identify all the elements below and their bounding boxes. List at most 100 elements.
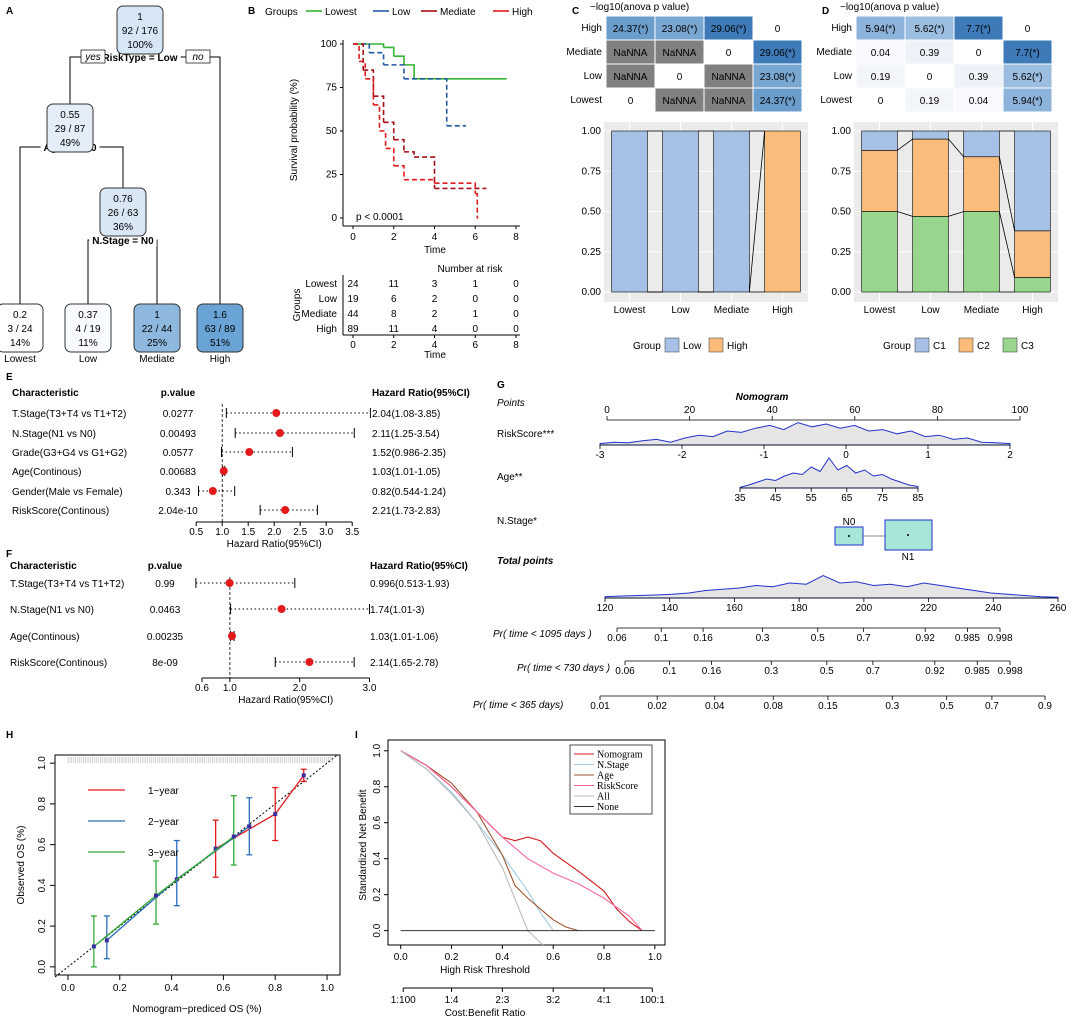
cost-axis-label: Cost:Benefit Ratio <box>445 1008 526 1019</box>
x-tick-label: High <box>1022 305 1043 316</box>
hr-label: 0.82(0.544-1.24) <box>372 487 446 498</box>
risk-count: 1 <box>472 279 478 290</box>
cell-label: NaNNA <box>712 96 746 107</box>
risk-count: 19 <box>347 294 359 305</box>
cell-label: 7.7(*) <box>1015 48 1039 59</box>
heat-cell <box>953 63 1004 89</box>
flow-line <box>948 211 964 217</box>
km-step <box>383 121 395 140</box>
x-tick-label: 0.5 <box>189 527 203 538</box>
row-label: N.Stage* <box>497 516 537 527</box>
km-step <box>403 64 415 79</box>
p-value: 0.343 <box>165 487 190 498</box>
axis-tick-label: 80 <box>932 405 944 416</box>
node-text: 4 / 19 <box>75 324 100 335</box>
legend-title: Group <box>883 341 911 352</box>
axis-tick-label: 0 <box>843 450 849 461</box>
km-step <box>379 130 387 149</box>
axis-tick-label: 0.02 <box>647 701 667 712</box>
km-step <box>403 151 415 158</box>
km-step <box>393 165 405 180</box>
x-tick-label: 1.0 <box>648 952 662 963</box>
node-text: 92 / 176 <box>122 26 159 37</box>
header: p.value <box>148 561 183 572</box>
heat-cell <box>654 87 705 113</box>
row-label: Lowest <box>820 95 852 106</box>
y-tick-label: 0.2 <box>37 919 48 933</box>
characteristic: Gender(Male vs Female) <box>12 487 123 498</box>
axis-tick-label: 45 <box>770 493 782 504</box>
cell-label: 0.19 <box>920 96 940 107</box>
bar-segment <box>861 130 898 151</box>
km-step <box>475 192 479 218</box>
legend-label: Mediate <box>440 7 476 18</box>
x-tick-label: 2.0 <box>267 527 281 538</box>
risk-count: 0 <box>513 324 519 335</box>
cell-label: 24.37(*) <box>760 96 796 107</box>
cost-tick-label: 2:3 <box>495 995 509 1006</box>
hr-point <box>208 487 217 495</box>
legend-label: Low <box>683 341 702 352</box>
y-tick-label: 0.6 <box>37 837 48 851</box>
y-tick-label: 0.25 <box>832 247 852 258</box>
y-tick-label: 0.0 <box>372 923 383 937</box>
y-tick-label: 0.4 <box>37 878 48 892</box>
legend-box <box>569 744 653 815</box>
legend-label: All <box>597 792 610 803</box>
heat-cell <box>904 39 955 65</box>
node-text: 25% <box>147 338 167 349</box>
km-step <box>393 138 405 152</box>
y-tick-label: 1.0 <box>37 756 48 770</box>
node-text: 49% <box>60 138 80 149</box>
x-tick-label: 0.4 <box>165 983 179 994</box>
x-tick-label: 0.2 <box>445 952 459 963</box>
legend-swatch <box>708 337 724 353</box>
panel-label: F <box>6 549 12 560</box>
axis-tick-label: 0.5 <box>811 633 825 644</box>
tree-node <box>196 303 244 353</box>
row-label: High <box>581 23 602 34</box>
axis-tick-label: 220 <box>920 603 937 614</box>
legend-label: RiskScore <box>597 781 639 792</box>
bar-segment <box>963 211 1000 293</box>
risk-x-tick-label: 6 <box>472 340 478 351</box>
axis-tick-label: 0.06 <box>615 666 635 677</box>
characteristic: RiskScore(Continous) <box>12 506 109 517</box>
row-label: Points <box>497 398 525 409</box>
hr-label: 1.03(1.01-1.05) <box>372 467 440 478</box>
leaf-label: Lowest <box>4 354 36 365</box>
heat-cell <box>703 15 754 41</box>
x-tick-label: High <box>772 305 793 316</box>
x-tick-label: 0.8 <box>268 983 282 994</box>
axis-tick-label: 0.3 <box>764 666 778 677</box>
axis-tick-label: 0 <box>604 405 610 416</box>
tree-node <box>133 303 181 353</box>
x-tick-label: 3.0 <box>363 683 377 694</box>
p-value: 2.04e-10 <box>158 506 198 517</box>
row-label: Lowest <box>570 95 602 106</box>
tree-node <box>99 187 147 237</box>
risk-count: 44 <box>347 309 359 320</box>
nomogram-title: Nomogram <box>736 392 789 403</box>
axis-tick-label: 0.985 <box>965 666 990 677</box>
p-value: 0.0277 <box>163 409 194 420</box>
p-value: 8e-09 <box>152 658 178 669</box>
risk-row-label: High <box>316 324 337 335</box>
axis-tick-label: 35 <box>734 493 746 504</box>
risk-count: 0 <box>513 309 519 320</box>
hr-point <box>277 605 286 613</box>
axis-tick-label: 0.998 <box>987 633 1012 644</box>
legend-label: None <box>597 802 619 813</box>
tree-node <box>116 5 164 55</box>
density <box>599 422 1011 446</box>
risk-count: 0 <box>472 324 478 335</box>
x-tick-label: Low <box>921 305 940 316</box>
km-step <box>369 51 385 65</box>
bar-segment <box>963 130 1000 158</box>
bar-segment <box>912 130 949 140</box>
legend-title: Groups <box>265 7 298 18</box>
cell-label: NaNNA <box>712 72 746 83</box>
flow-line <box>998 156 1016 231</box>
axis-tick-label: 0.9 <box>1038 701 1052 712</box>
